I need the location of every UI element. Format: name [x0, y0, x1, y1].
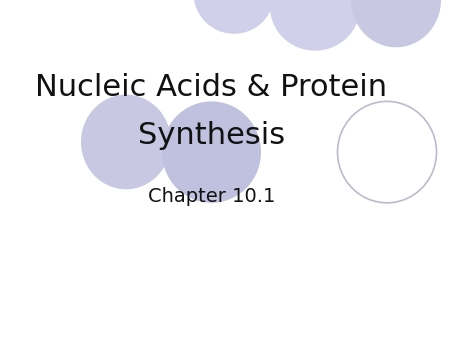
- Ellipse shape: [81, 95, 171, 189]
- Ellipse shape: [162, 101, 261, 203]
- Ellipse shape: [338, 101, 436, 203]
- Text: Chapter 10.1: Chapter 10.1: [148, 187, 275, 206]
- Text: Nucleic Acids & Protein: Nucleic Acids & Protein: [36, 73, 387, 102]
- Text: Synthesis: Synthesis: [138, 121, 285, 150]
- Ellipse shape: [351, 0, 441, 47]
- Ellipse shape: [270, 0, 360, 51]
- Ellipse shape: [194, 0, 274, 34]
